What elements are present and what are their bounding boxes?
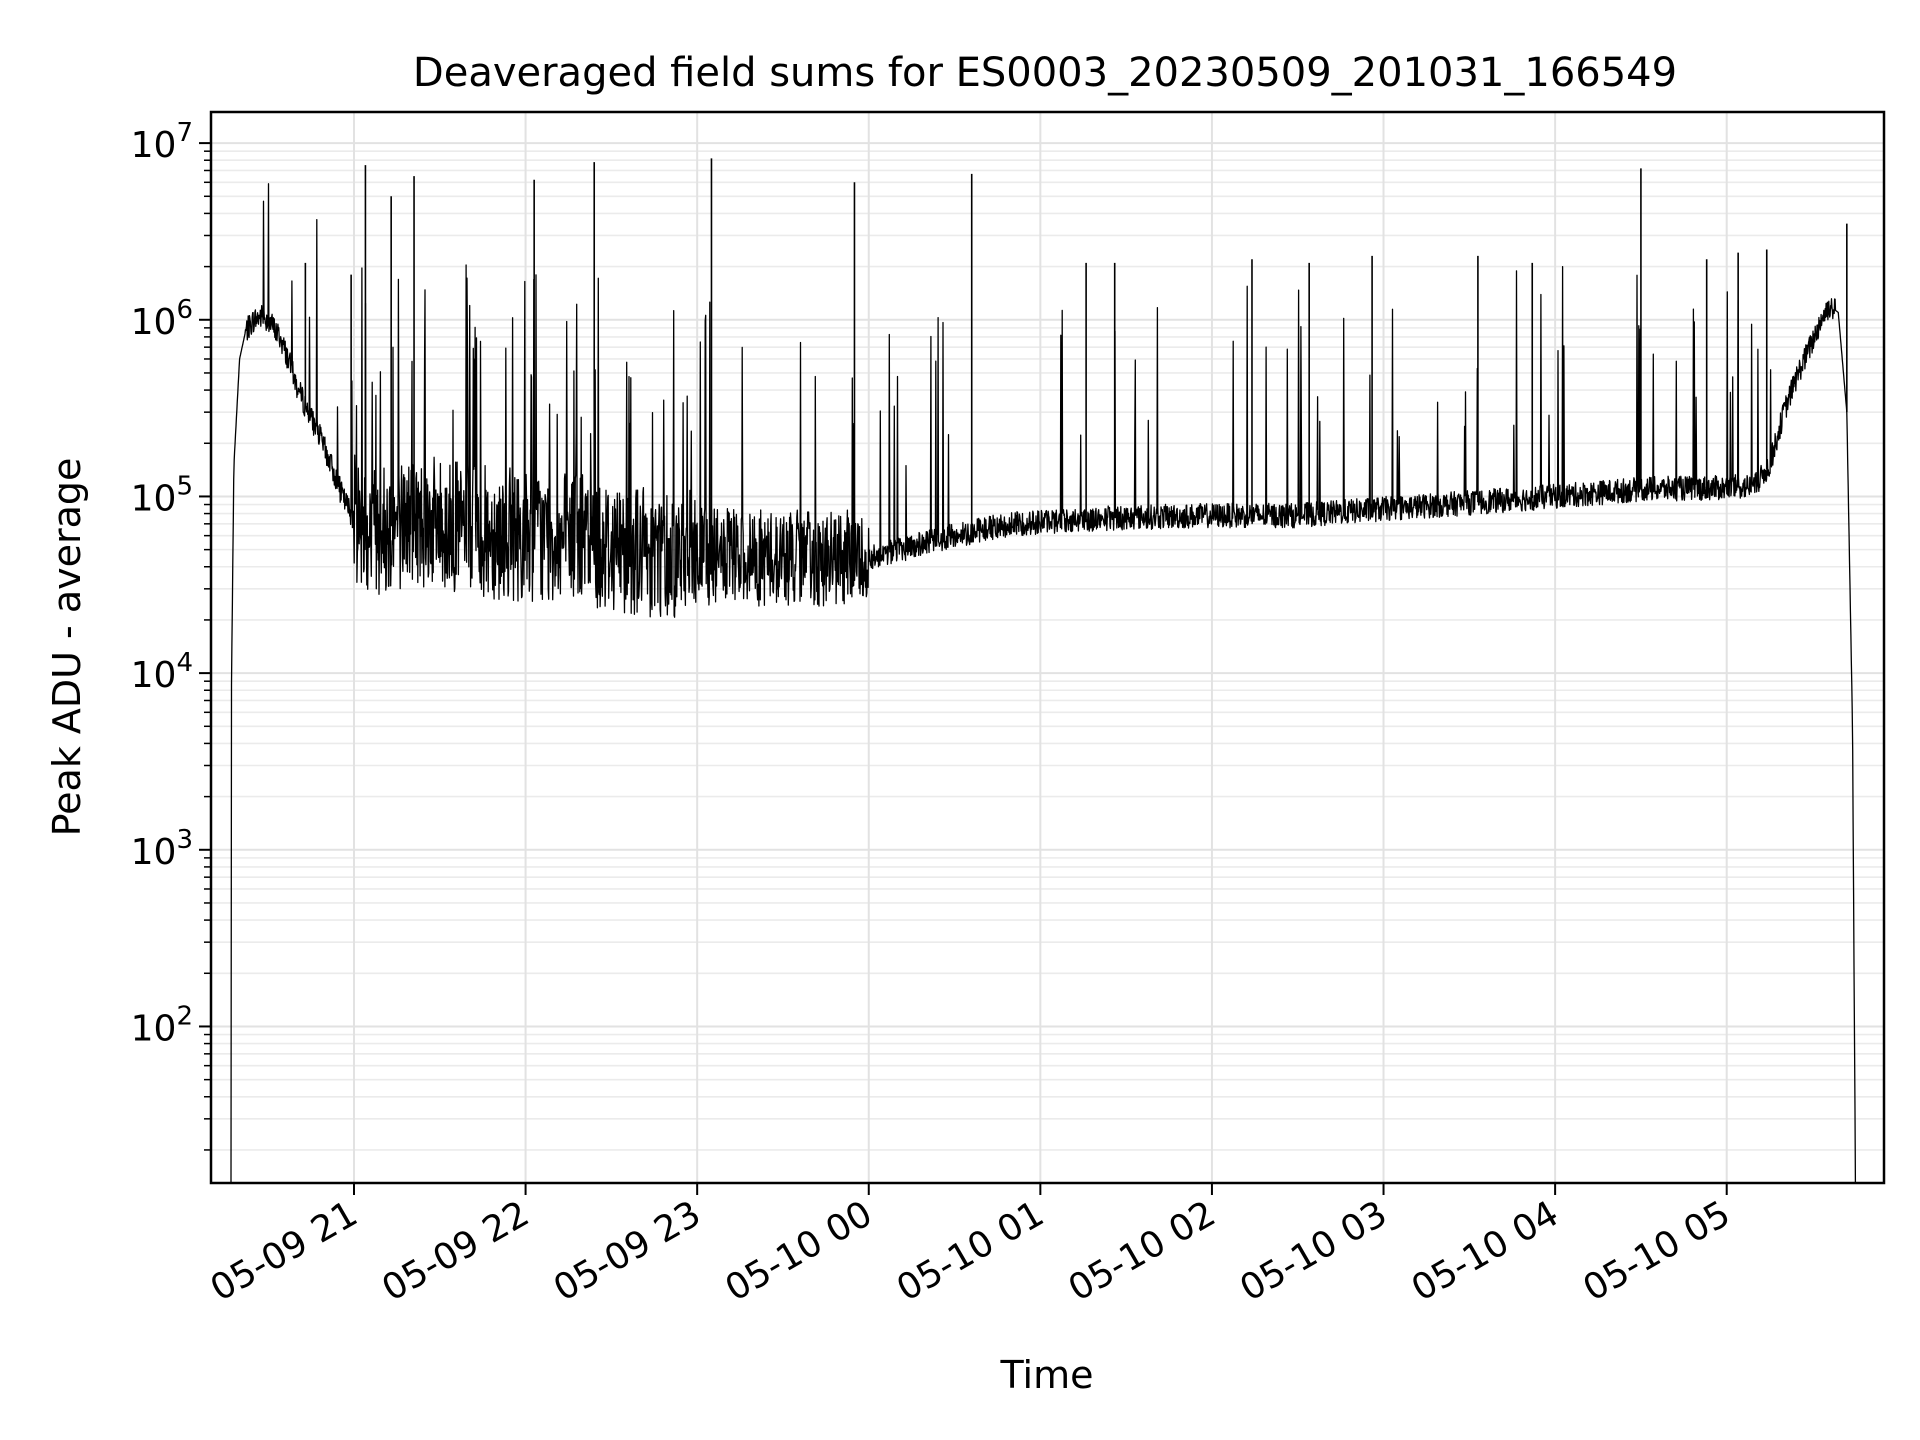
series-line bbox=[230, 183, 1857, 1184]
y-tick-label: 102 bbox=[131, 1001, 193, 1049]
y-tick-label: 104 bbox=[131, 648, 193, 696]
y-axis-label: Peak ADU - average bbox=[45, 458, 89, 837]
x-axis-label: Time bbox=[1000, 1353, 1094, 1397]
y-tick-label: 103 bbox=[131, 825, 193, 873]
plot-frame bbox=[209, 110, 1886, 1185]
series-group bbox=[230, 158, 1857, 1184]
chart-title: Deaveraged field sums for ES0003_2023050… bbox=[413, 50, 1677, 96]
y-tick-label: 106 bbox=[131, 295, 193, 343]
major-gridlines bbox=[211, 112, 1884, 1183]
minor-gridlines bbox=[211, 150, 1884, 1151]
y-axis-ticks: 102 103 104 105 106 107 bbox=[131, 118, 211, 1151]
y-tick-label: 105 bbox=[131, 471, 193, 519]
y-tick-label: 107 bbox=[131, 118, 193, 166]
